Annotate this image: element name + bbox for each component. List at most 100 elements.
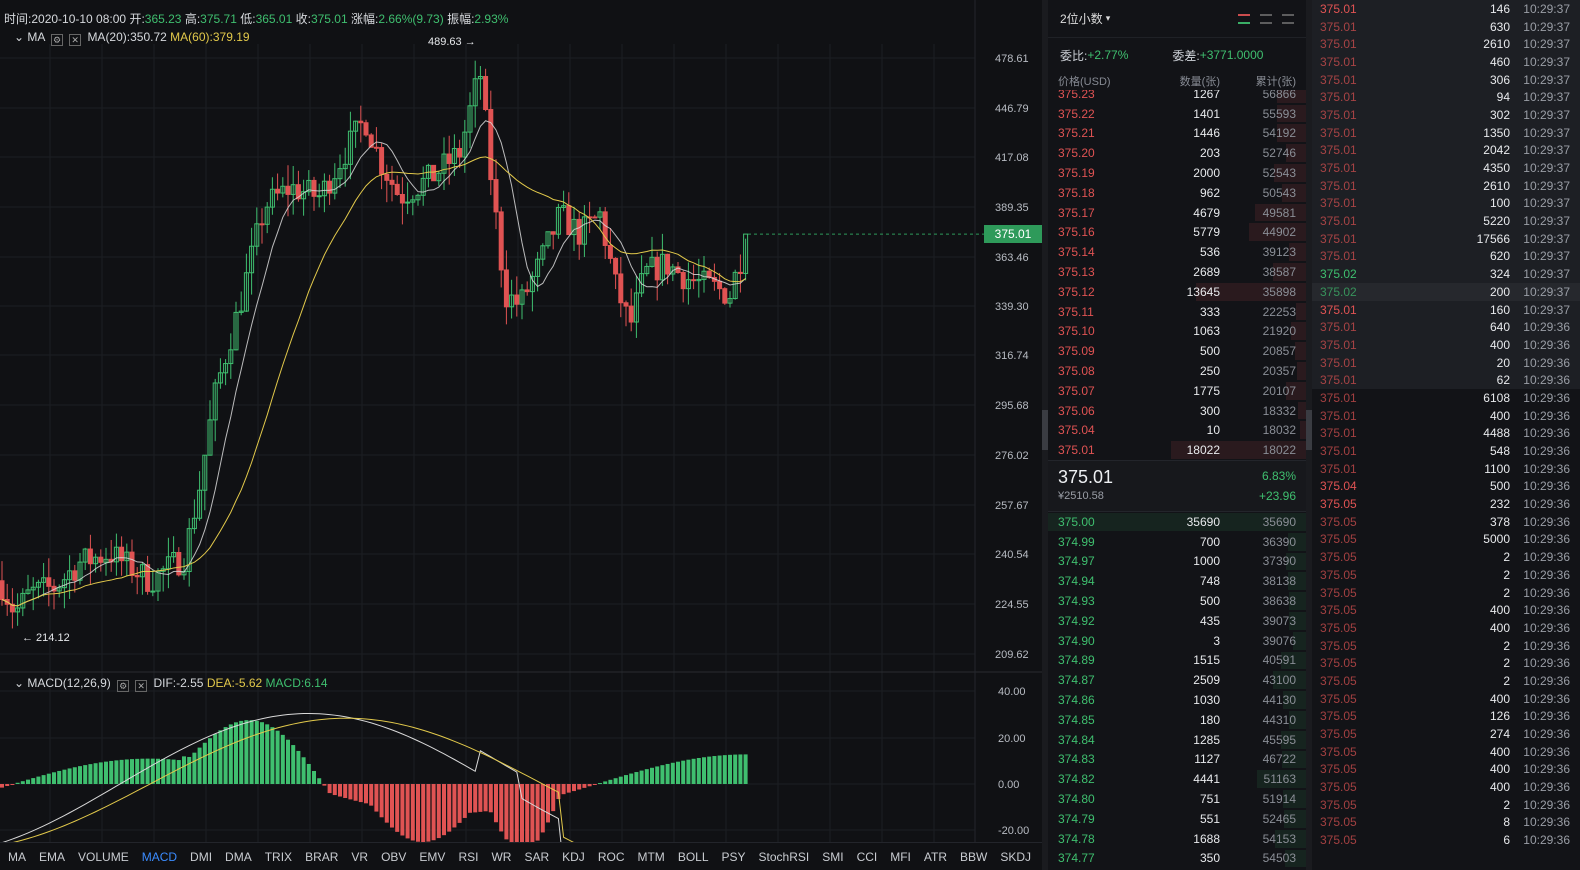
ask-row[interactable]: 375.08 250 20357 [1048,361,1306,381]
bid-row[interactable]: 374.93 500 38638 [1048,591,1306,611]
kline-chart[interactable]: 478.61 446.79 417.08 389.35 363.46 339.30 316.… [0,0,1042,842]
bid-row[interactable]: 374.82 4441 51163 [1048,769,1306,789]
resize-handle[interactable] [1306,410,1312,450]
bid-row[interactable]: 374.80 751 51914 [1048,789,1306,809]
bid-row[interactable]: 374.79 551 52465 [1048,809,1306,829]
bid-row[interactable]: 374.92 435 39073 [1048,611,1306,631]
tab-ema[interactable]: EMA [39,849,66,864]
tab-brar[interactable]: BRAR [305,849,339,864]
tab-dma[interactable]: DMA [225,849,252,864]
tab-trix[interactable]: TRIX [264,849,293,864]
ask-row[interactable]: 375.17 4679 49581 [1048,203,1306,223]
tab-mfi[interactable]: MFI [890,849,911,864]
trade-time: 10:29:36 [1523,444,1570,459]
tab-skdj[interactable]: SKDJ [1000,849,1032,864]
tab-sar[interactable]: SAR [524,849,550,864]
close-icon[interactable]: ✕ [135,680,148,692]
ask-row[interactable]: 375.10 1063 21920 [1048,321,1306,341]
macd-bar [525,784,530,842]
bid-total: 44310 [1262,712,1296,727]
bid-row[interactable]: 374.87 2509 43100 [1048,670,1306,690]
precision-select[interactable]: 2位小数 [1060,12,1103,26]
tab-emv[interactable]: EMV [419,849,446,864]
trade-time: 10:29:36 [1523,337,1570,352]
trade-price: 375.01 [1320,444,1357,459]
ask-row[interactable]: 375.18 962 50543 [1048,183,1306,203]
trade-time: 10:29:36 [1523,355,1570,370]
ask-row[interactable]: 375.13 2689 38587 [1048,262,1306,282]
tab-kdj[interactable]: KDJ [562,849,585,864]
macd-bar [556,784,561,800]
tab-dmi[interactable]: DMI [190,849,213,864]
tab-roc[interactable]: ROC [597,849,625,864]
both-sides-view-icon[interactable] [1238,13,1250,24]
collapse-arrow-icon[interactable]: ⌄ [14,30,25,44]
trade-row: 375.01 2042 10:29:37 [1312,141,1580,160]
bid-row[interactable]: 374.90 3 39076 [1048,631,1306,651]
ask-row[interactable]: 375.16 5779 44902 [1048,222,1306,242]
bid-row[interactable]: 374.78 1688 54153 [1048,829,1306,849]
ask-row[interactable]: 375.09 500 20857 [1048,341,1306,361]
ask-row[interactable]: 375.12 13645 35898 [1048,282,1306,302]
ask-row[interactable]: 375.21 1446 54192 [1048,123,1306,143]
tab-smi[interactable]: SMI [822,849,844,864]
ask-price: 375.23 [1058,90,1095,101]
tab-cci[interactable]: CCI [856,849,878,864]
macd-bar [114,760,119,784]
tab-ma[interactable]: MA [8,849,26,864]
trade-row: 375.05 2 10:29:36 [1312,672,1580,690]
tab-rsi[interactable]: RSI [458,849,479,864]
bid-row[interactable]: 374.94 748 38138 [1048,571,1306,591]
tab-obv[interactable]: OBV [381,849,407,864]
candle-body [457,147,463,158]
tab-stochrsi[interactable]: StochRSI [758,849,810,864]
bid-row[interactable]: 374.83 1127 46722 [1048,750,1306,770]
ask-row[interactable]: 375.22 1401 55593 [1048,104,1306,124]
bid-row[interactable]: 374.86 1030 44130 [1048,690,1306,710]
resize-handle[interactable] [1042,410,1048,450]
tab-volume[interactable]: VOLUME [78,849,129,864]
candle-body [368,134,374,148]
macd-bar [0,784,4,788]
bid-row[interactable]: 374.89 1515 40591 [1048,651,1306,671]
ask-total: 18332 [1262,403,1296,418]
kline-chart-area[interactable]: 478.61 446.79 417.08 389.35 363.46 339.30 316.… [0,0,1071,870]
bid-row[interactable]: 374.99 700 36390 [1048,532,1306,552]
tab-boll[interactable]: BOLL [677,849,709,864]
panel-divider[interactable] [1042,0,1048,870]
settings-icon[interactable]: ⚙ [117,680,130,692]
ask-row[interactable]: 375.01 18022 18022 [1048,440,1306,460]
ask-row[interactable]: 375.23 1267 56866 [1048,90,1306,104]
tab-psy[interactable]: PSY [721,849,746,864]
bid-row[interactable]: 374.97 1000 37390 [1048,552,1306,572]
bid-price: 374.80 [1058,792,1095,807]
settings-icon[interactable]: ⚙ [51,34,64,46]
ask-row[interactable]: 375.04 10 18032 [1048,420,1306,440]
candle-body [680,272,686,290]
bid-row[interactable]: 374.77 350 54503 [1048,849,1306,869]
ask-row[interactable]: 375.11 333 22253 [1048,302,1306,322]
ask-row[interactable]: 375.19 2000 52543 [1048,163,1306,183]
ask-row[interactable]: 375.06 300 18332 [1048,401,1306,421]
bid-row[interactable]: 374.84 1285 45595 [1048,730,1306,750]
tab-vr[interactable]: VR [351,849,369,864]
ask-row[interactable]: 375.20 203 52746 [1048,143,1306,163]
tab-macd[interactable]: MACD [141,849,178,864]
bid-row[interactable]: 374.85 180 44310 [1048,710,1306,730]
chevron-down-icon[interactable]: ▾ [1105,13,1111,23]
bid-row[interactable]: 375.00 35690 35690 [1048,512,1306,532]
tab-atr[interactable]: ATR [923,849,948,864]
tab-mtm[interactable]: MTM [637,849,665,864]
collapse-arrow-icon[interactable]: ⌄ [14,676,25,690]
candle-body [56,587,62,592]
panel-divider[interactable] [1306,0,1312,870]
close-icon[interactable]: ✕ [69,34,82,46]
bids-view-icon[interactable] [1260,13,1272,24]
tab-bbw[interactable]: BBW [960,849,988,864]
tab-wr[interactable]: WR [491,849,512,864]
ask-row[interactable]: 375.14 536 39123 [1048,242,1306,262]
trade-qty: 400 [1489,744,1510,759]
trade-time: 10:29:36 [1523,585,1570,600]
asks-view-icon[interactable] [1282,13,1294,24]
ask-row[interactable]: 375.07 1775 20107 [1048,381,1306,401]
